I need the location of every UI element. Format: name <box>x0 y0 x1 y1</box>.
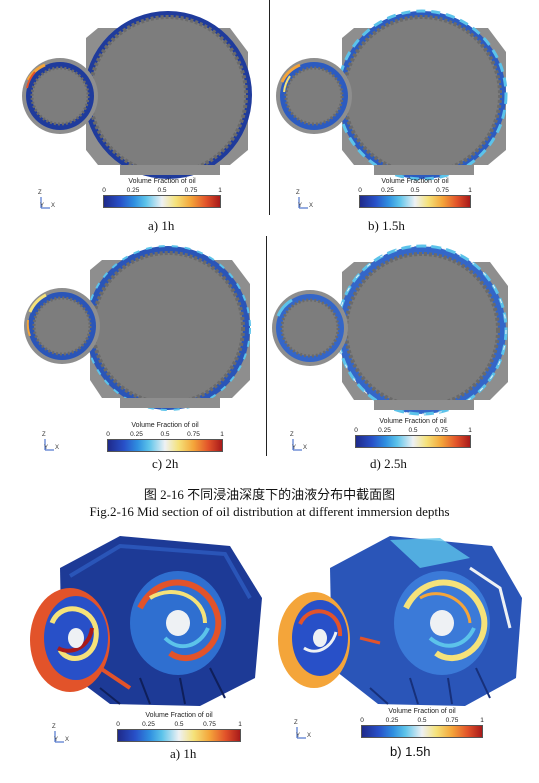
legend-tick: 0.25 <box>130 431 143 438</box>
simulation-3d-image-b <box>278 536 522 706</box>
legend-colorbar <box>361 725 483 738</box>
caption-a: a) 1h <box>148 218 175 233</box>
panel-c: Volume Fraction of oil 0 0.25 0.5 0.75 1… <box>0 240 268 475</box>
legend-colorbar <box>117 729 241 742</box>
legend-tick: 0.75 <box>445 717 459 724</box>
legend-tick: 0.75 <box>435 427 448 434</box>
legend-tick: 0 <box>354 427 358 434</box>
legend-tick: 0 <box>360 717 364 724</box>
axes-triad-icon: Z Y X <box>52 724 70 743</box>
legend-tick: 0.25 <box>142 721 155 728</box>
legend-tick: 0.5 <box>157 187 167 194</box>
panel-b: Volume Fraction of oil 0 0.25 0.5 0.75 1… <box>270 0 539 235</box>
legend-title: Volume Fraction of oil <box>379 418 447 425</box>
legend-tick: 0.5 <box>174 721 184 728</box>
legend-tick: 0.75 <box>436 187 449 194</box>
legend-tick: 0.5 <box>160 431 170 438</box>
legend-tick: 1 <box>238 721 242 728</box>
legend-tick: 0.25 <box>381 187 394 194</box>
legend-tick: 1 <box>480 717 484 724</box>
caption-c: c) 2h <box>152 456 179 471</box>
legend-tick: 0.75 <box>203 721 216 728</box>
legend-d: Volume Fraction of oil 0 0.25 0.5 0.75 1 <box>354 418 472 448</box>
simulation-image-d <box>272 244 508 416</box>
axes-triad-icon: Z Y X <box>38 190 56 209</box>
legend-tick: 0.25 <box>126 187 140 194</box>
legend-b: Volume Fraction of oil 0 0.25 0.5 0.75 1 <box>358 178 472 208</box>
legend-colorbar <box>359 195 471 208</box>
axes-triad-icon: Z Y X <box>294 720 312 739</box>
legend-title: Volume Fraction of oil <box>145 712 213 719</box>
caption-b: b) 1.5h <box>368 218 405 233</box>
legend-colorbar <box>355 435 471 448</box>
legend-tick: 0 <box>106 431 110 438</box>
legend-tick: 0.5 <box>408 427 418 434</box>
legend-tick: 0.25 <box>385 717 399 724</box>
caption-3d-b: b) 1.5h <box>390 744 431 759</box>
legend-tick: 0.75 <box>184 187 198 194</box>
figure-title-en: Fig.2-16 Mid section of oil distribution… <box>89 504 450 519</box>
caption-3d-a: a) 1h <box>170 746 197 761</box>
legend-3d-a: Volume Fraction of oil 0 0.25 0.5 0.75 1 <box>116 712 242 742</box>
legend-tick: 0 <box>358 187 362 194</box>
simulation-3d-image-a <box>30 536 262 706</box>
simulation-image-c <box>24 245 251 411</box>
panel-a: Volume Fraction of oil 0 0.25 0.5 0.75 1… <box>0 0 268 235</box>
simulation-image-b <box>276 9 508 181</box>
panel-d: Volume Fraction of oil 0 0.25 0.5 0.75 1… <box>270 240 539 475</box>
legend-tick: 0 <box>116 721 120 728</box>
panel-3d-a: Volume Fraction of oil 0 0.25 0.5 0.75 1… <box>0 528 270 783</box>
axes-triad-icon: Z Y X <box>290 432 308 451</box>
legend-tick: 1 <box>218 187 222 194</box>
legend-colorbar <box>107 439 223 452</box>
legend-tick: 0.5 <box>417 717 427 724</box>
legend-tick: 1 <box>220 431 224 438</box>
legend-tick: 0.75 <box>187 431 200 438</box>
legend-tick: 0.25 <box>378 427 391 434</box>
legend-a: Volume Fraction of oil 0 0.25 0.5 0.75 1 <box>102 178 222 208</box>
simulation-image-a <box>22 11 252 179</box>
legend-tick: 0.5 <box>410 187 420 194</box>
legend-tick: 1 <box>468 427 472 434</box>
legend-title: Volume Fraction of oil <box>388 708 456 715</box>
legend-tick: 0 <box>102 187 106 194</box>
legend-title: Volume Fraction of oil <box>131 422 199 429</box>
axes-triad-icon: Z Y X <box>42 432 60 451</box>
axes-triad-icon: Z Y X <box>296 190 314 209</box>
panel-3d-b: Volume Fraction of oil 0 0.25 0.5 0.75 1… <box>270 528 539 783</box>
legend-tick: 1 <box>468 187 472 194</box>
divider-top <box>269 0 270 215</box>
figure-title-cn: 图 2-16 不同浸油深度下的油液分布中截面图 <box>143 487 396 502</box>
caption-d: d) 2.5h <box>370 456 407 471</box>
legend-c: Volume Fraction of oil 0 0.25 0.5 0.75 1 <box>106 422 224 452</box>
divider-bottom <box>266 236 267 456</box>
legend-title: Volume Fraction of oil <box>381 178 449 185</box>
legend-title: Volume Fraction of oil <box>128 178 196 185</box>
legend-colorbar <box>103 195 221 208</box>
legend-3d-b: Volume Fraction of oil 0 0.25 0.5 0.75 1 <box>360 708 484 738</box>
